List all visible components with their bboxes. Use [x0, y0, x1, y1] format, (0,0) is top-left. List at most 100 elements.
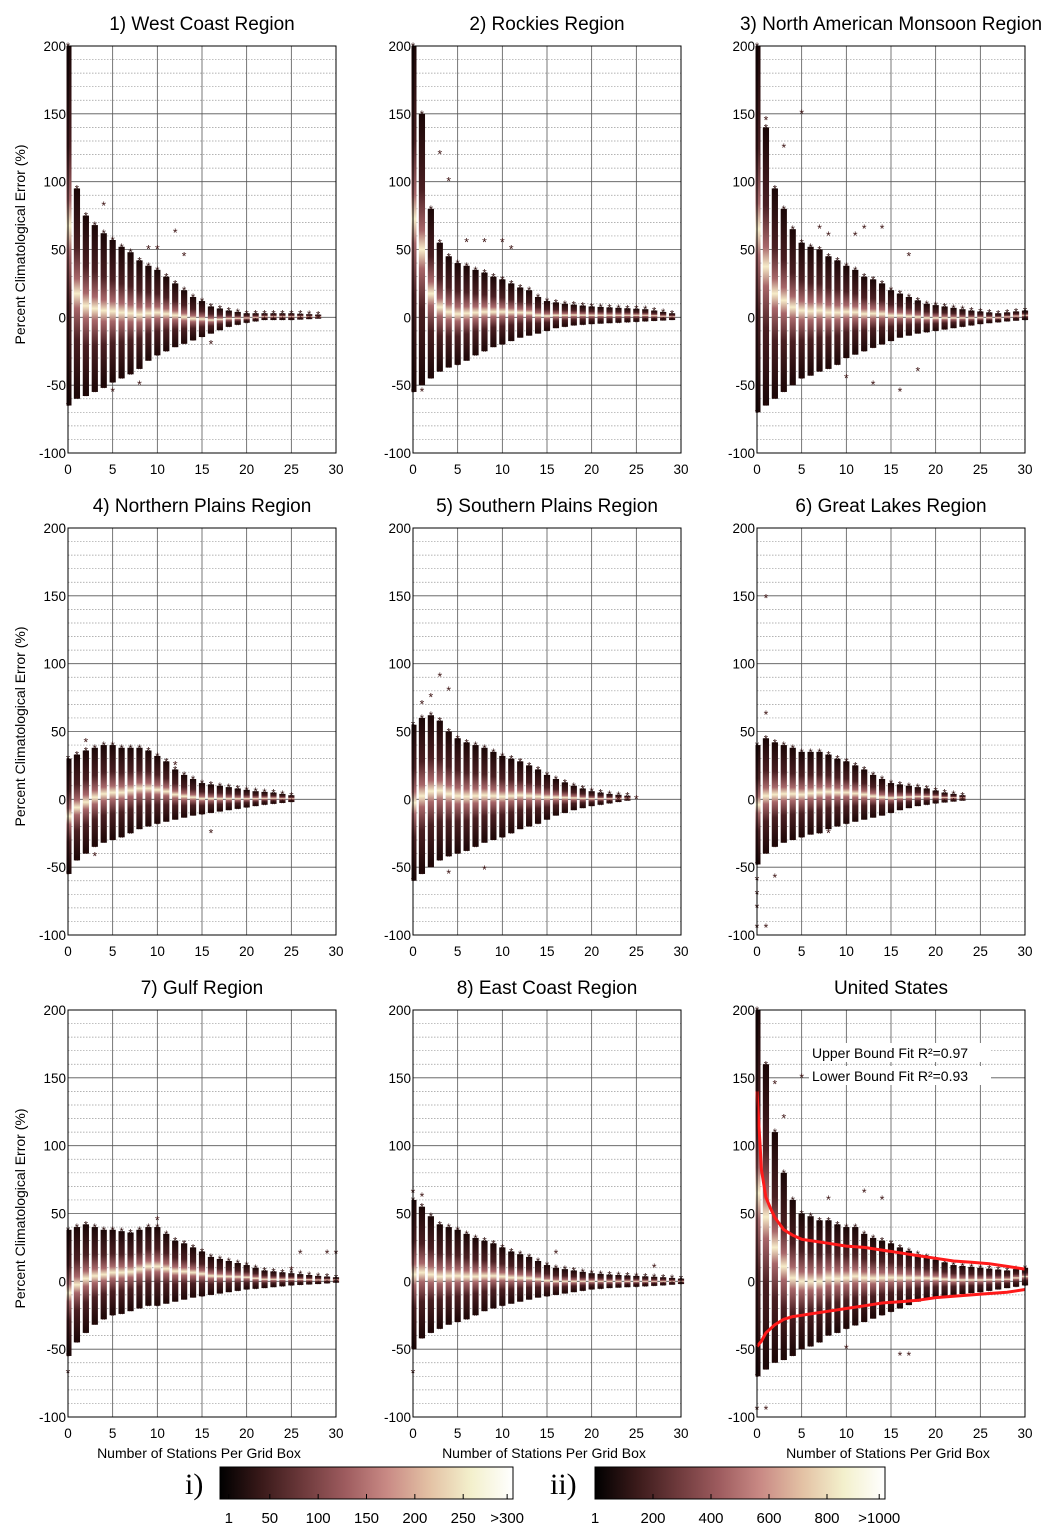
scatter-point: * — [782, 1355, 787, 1367]
y-tick-label: 0 — [58, 1274, 66, 1289]
scatter-point: * — [581, 803, 586, 815]
axes-frame — [412, 527, 682, 936]
fit-annotation: Lower Bound Fit R²=0.93 — [812, 1068, 968, 1084]
scatter-point: * — [951, 1260, 956, 1272]
scatter-point: * — [916, 329, 921, 341]
scatter-strip — [561, 303, 568, 327]
scatter-point: * — [482, 838, 487, 850]
scatter-strip — [499, 755, 506, 838]
scatter-point: * — [236, 307, 241, 319]
scatter-point: * — [438, 855, 443, 867]
scatter-point: * — [862, 222, 867, 236]
scatter-point: * — [437, 148, 442, 162]
scatter-point: * — [791, 380, 796, 392]
x-tick-label: 5 — [454, 1426, 462, 1441]
scatter-point: * — [853, 1320, 858, 1332]
scatter-point: * — [554, 1263, 559, 1275]
y-tick-label: 50 — [740, 243, 755, 258]
scatter-point: * — [227, 805, 232, 817]
scatter-strip — [816, 1220, 823, 1343]
scatter-point: * — [119, 832, 124, 844]
scatter-strip — [154, 269, 161, 356]
scatter-point: * — [137, 743, 142, 755]
scatter-strip — [816, 751, 823, 834]
scatter-strip — [561, 1269, 568, 1294]
scatter-strip — [932, 790, 939, 804]
y-tick-label: 0 — [747, 310, 755, 325]
scatter-strip — [896, 1247, 904, 1309]
scatter-point: * — [164, 817, 169, 829]
scatter-point: * — [102, 228, 107, 240]
scatter-point: * — [978, 306, 983, 318]
scatter-point: * — [509, 1299, 514, 1311]
scatter-strip — [923, 788, 930, 805]
x-axis-label: Number of Stations Per Grid Box — [97, 1445, 301, 1461]
y-tick-label: 0 — [747, 1274, 755, 1289]
scatter-point: * — [835, 1219, 840, 1231]
scatter-strip — [297, 1274, 304, 1285]
scatter-point: * — [316, 314, 321, 326]
x-tick-label: 15 — [194, 462, 209, 477]
scatter-point: * — [764, 122, 769, 134]
scatter-point: * — [898, 333, 903, 345]
scatter-strip — [762, 1064, 770, 1370]
axes-frame — [756, 45, 1026, 454]
scatter-point: * — [182, 249, 187, 263]
scatter-point: * — [500, 1301, 505, 1313]
scatter-point: * — [111, 235, 116, 247]
scatter-strip — [234, 1263, 241, 1291]
scatter-point: * — [764, 708, 769, 722]
scatter-strip — [588, 306, 595, 325]
scatter-point: * — [572, 300, 577, 312]
scatter-point: * — [102, 1314, 107, 1326]
scatter-strip — [198, 301, 206, 338]
scatter-point: * — [429, 204, 434, 216]
scatter-strip — [570, 1270, 577, 1293]
scatter-point: * — [245, 802, 250, 814]
scatter-point: * — [218, 1254, 223, 1266]
scatter-point: * — [764, 1365, 769, 1377]
y-tick-label: 150 — [388, 589, 411, 604]
scatter-point: * — [146, 1222, 151, 1234]
scatter-point: * — [93, 842, 98, 854]
scatter-point: * — [942, 301, 947, 313]
scatter-point: * — [916, 295, 921, 307]
scatter-point: * — [102, 383, 107, 395]
scatter-point: * — [652, 316, 657, 328]
scatter-strip — [789, 747, 796, 841]
y-tick-label: 0 — [58, 310, 66, 325]
scatter-point: * — [554, 811, 559, 823]
y-tick-label: -50 — [735, 1342, 755, 1357]
scatter-point: * — [182, 813, 187, 825]
scatter-point: * — [598, 788, 603, 800]
scatter-strip — [959, 1265, 966, 1294]
scatter-strip — [109, 240, 116, 383]
scatter-point: * — [800, 238, 805, 250]
scatter-point: * — [173, 758, 178, 772]
scatter-point: * — [898, 289, 903, 301]
scatter-point: * — [509, 336, 514, 348]
scatter-point: * — [111, 835, 116, 847]
scatter-strip — [923, 303, 930, 333]
x-tick-label: 30 — [328, 1426, 343, 1441]
scatter-point: * — [616, 1270, 621, 1282]
scatter-point: * — [101, 199, 106, 213]
scatter-point: * — [1014, 1264, 1019, 1276]
scatter-strip — [118, 747, 125, 838]
scatter-point: * — [969, 306, 974, 318]
panel-title: 3) North American Monsoon Region — [740, 14, 1042, 35]
scatter-point: * — [581, 1267, 586, 1279]
scatter-strip — [668, 1277, 676, 1285]
scatter-point: * — [536, 819, 541, 831]
scatter-point: * — [625, 1270, 630, 1282]
scatter-point: * — [245, 308, 250, 320]
scatter-point: * — [191, 335, 196, 347]
scatter-point: * — [781, 1112, 786, 1126]
y-tick-label: -100 — [384, 1410, 411, 1425]
scatter-point: * — [844, 1222, 849, 1234]
scatter-point: * — [155, 350, 160, 362]
scatter-strip — [252, 313, 259, 322]
scatter-strip — [526, 765, 533, 827]
scatter-point: * — [437, 670, 442, 684]
scatter-point: * — [835, 821, 840, 833]
